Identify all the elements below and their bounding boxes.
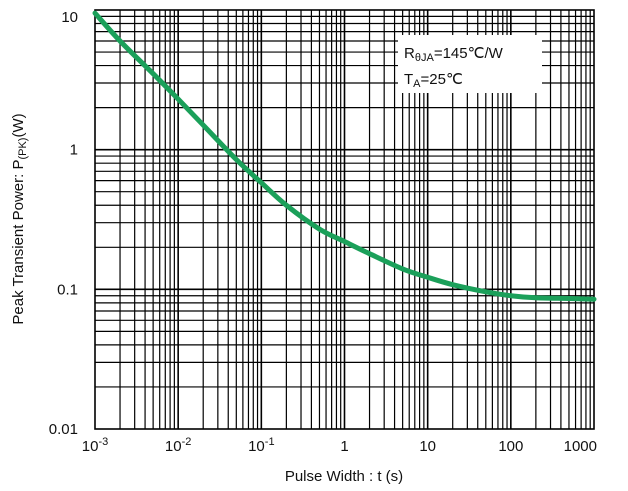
x-tick-label: 1: [340, 438, 348, 455]
x-tick-base: 10: [248, 438, 265, 455]
y-axis-title: Peak Transient Power: P(PK)(W): [10, 113, 29, 324]
y-axis-title-unit: (W): [10, 113, 27, 137]
grid: [95, 10, 594, 429]
x-tick-base: 10: [82, 438, 99, 455]
x-tick-label: 10-1: [248, 436, 274, 455]
annotation-r: R: [404, 45, 415, 62]
annotation-r-sub: θJA: [415, 52, 435, 64]
x-tick-exponent: -3: [98, 436, 108, 448]
annotation-t: T: [404, 71, 413, 88]
x-tick-base: 10: [165, 438, 182, 455]
plot-frame: [94, 9, 595, 430]
y-tick-labels: 10 1 0.1 0.01: [49, 9, 78, 438]
y-tick-label: 10: [61, 9, 78, 26]
x-tick-label: 10: [419, 438, 436, 455]
annotation-r-value: =145℃/W: [434, 45, 504, 62]
annotation-line2: TA=25℃: [404, 71, 463, 90]
x-tick-label: 10-2: [165, 436, 191, 455]
y-tick-label: 0.1: [57, 281, 78, 298]
x-tick-label: 1000: [564, 438, 597, 455]
x-tick-exponent: -2: [182, 436, 192, 448]
x-tick-base: 1000: [564, 438, 597, 455]
x-tick-base: 1: [340, 438, 348, 455]
x-tick-base: 100: [498, 438, 523, 455]
annotation-line1: RθJA=145℃/W: [404, 45, 504, 64]
x-tick-exponent: -1: [265, 436, 275, 448]
series-line: [92, 10, 597, 302]
annotation-t-sub: A: [413, 78, 421, 90]
x-axis-title: Pulse Width : t (s): [285, 468, 403, 485]
y-tick-label: 0.01: [49, 421, 78, 438]
x-tick-label: 100: [498, 438, 523, 455]
annotation-t-value: =25℃: [421, 71, 463, 88]
x-tick-label: 10-3: [82, 436, 108, 455]
y-tick-label: 1: [70, 142, 78, 159]
y-axis-title-main: Peak Transient Power: P: [10, 160, 27, 325]
series-layer: [92, 10, 597, 302]
x-tick-base: 10: [419, 438, 436, 455]
x-tick-labels: 10-3 10-2 10-1 1 10 100 1000: [82, 436, 597, 455]
annotation-background: [398, 35, 542, 93]
y-axis-title-sub: (PK): [17, 138, 29, 160]
legend-annotation: RθJA=145℃/W TA=25℃: [398, 35, 542, 93]
